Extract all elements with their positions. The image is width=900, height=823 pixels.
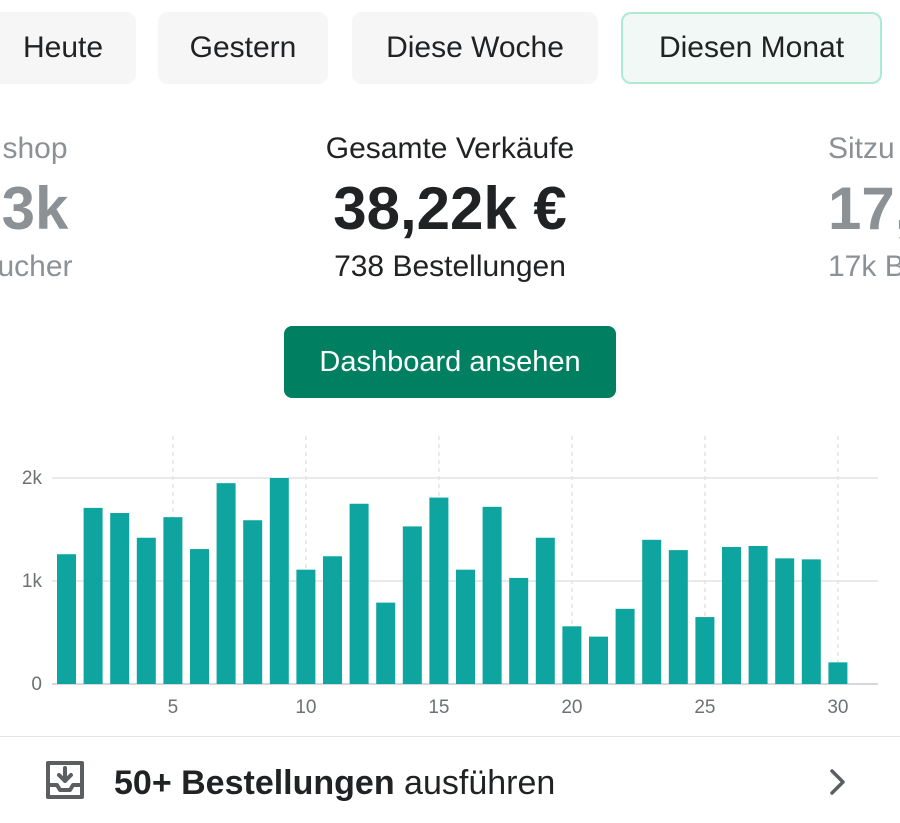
x-tick-label: 15 xyxy=(428,697,449,718)
tab-today[interactable]: Heute xyxy=(0,12,136,84)
x-tick-label: 5 xyxy=(168,697,179,718)
bar-day-15 xyxy=(429,497,449,684)
stat-card-left[interactable]: shop 3k ucher xyxy=(0,132,130,284)
x-tick-label: 30 xyxy=(827,697,848,718)
bar-day-21 xyxy=(589,636,608,684)
tab-label: Diesen Monat xyxy=(658,31,845,64)
date-range-tabs: Heute Gestern Diese Woche Diesen Monat xyxy=(0,12,900,86)
tab-this-week[interactable]: Diese Woche xyxy=(352,12,598,84)
tab-yesterday[interactable]: Gestern xyxy=(158,12,328,84)
bar-day-12 xyxy=(349,503,369,684)
tab-this-month[interactable]: Diesen Monat xyxy=(621,12,882,84)
bar-day-4 xyxy=(136,537,156,684)
fulfill-orders-text: 50+ Bestellungen ausführen xyxy=(114,763,555,803)
bar-day-26 xyxy=(722,547,741,684)
bar-day-7 xyxy=(216,483,236,684)
stat-value: 38,22k € xyxy=(333,175,567,242)
bar-day-6 xyxy=(190,549,209,684)
x-tick-label: 25 xyxy=(694,697,715,718)
bar-day-1 xyxy=(57,554,76,684)
tab-label: Heute xyxy=(22,31,104,64)
bar-day-10 xyxy=(296,569,316,684)
view-dashboard-button[interactable]: Dashboard ansehen xyxy=(284,326,616,398)
stat-label: Sitzu xyxy=(828,132,895,165)
chevron-right-icon xyxy=(830,769,845,795)
bar-day-23 xyxy=(642,539,662,684)
bar-day-25 xyxy=(695,617,715,684)
bar-day-2 xyxy=(83,507,103,684)
sales-bar-chart: 0 1k 2k 5 10 15 20 25 30 xyxy=(22,436,878,718)
bar-day-30 xyxy=(828,662,848,684)
stat-card-right[interactable]: Sitzu 17, 17k B xyxy=(828,132,900,284)
stat-sub: 17k B xyxy=(828,250,900,283)
x-tick-label: 20 xyxy=(561,697,582,718)
stat-label: shop xyxy=(2,132,68,165)
stat-value: 3k xyxy=(1,175,69,242)
bar-day-13 xyxy=(376,602,396,684)
fulfill-orders-action: ausführen xyxy=(394,764,556,802)
stat-card-total-sales[interactable]: Gesamte Verkäufe 38,22k € 738 Bestellung… xyxy=(250,132,650,284)
bar-day-27 xyxy=(748,545,768,684)
bar-day-28 xyxy=(775,558,795,684)
bar-day-3 xyxy=(110,513,130,684)
x-tick-label: 10 xyxy=(295,697,316,718)
y-tick-label: 2k xyxy=(22,468,43,489)
y-tick-label: 0 xyxy=(31,674,42,695)
stat-value: 17, xyxy=(828,175,900,242)
tab-label: Gestern xyxy=(189,31,297,64)
fulfill-orders-row[interactable]: 50+ Bestellungen ausführen xyxy=(0,736,900,823)
bar-day-9 xyxy=(269,478,289,684)
bar-day-16 xyxy=(456,569,475,684)
download-tray-icon xyxy=(46,761,84,799)
bar-day-24 xyxy=(668,550,688,684)
bar-day-14 xyxy=(402,526,422,684)
tab-label: Diese Woche xyxy=(386,31,564,64)
stat-sub: 738 Bestellungen xyxy=(334,250,566,283)
bar-day-19 xyxy=(535,537,555,684)
bar-day-29 xyxy=(801,559,821,684)
bar-day-18 xyxy=(509,577,529,684)
stat-label: Gesamte Verkäufe xyxy=(325,132,575,165)
bar-day-5 xyxy=(163,517,183,684)
y-tick-label: 1k xyxy=(22,571,43,592)
bar-day-17 xyxy=(482,506,502,684)
fulfill-orders-count: 50+ Bestellungen xyxy=(114,764,395,802)
bar-day-22 xyxy=(615,608,635,684)
stat-sub: ucher xyxy=(0,250,73,283)
bar-day-20 xyxy=(562,626,582,684)
bar-day-8 xyxy=(243,520,263,684)
bar-day-11 xyxy=(323,556,342,684)
